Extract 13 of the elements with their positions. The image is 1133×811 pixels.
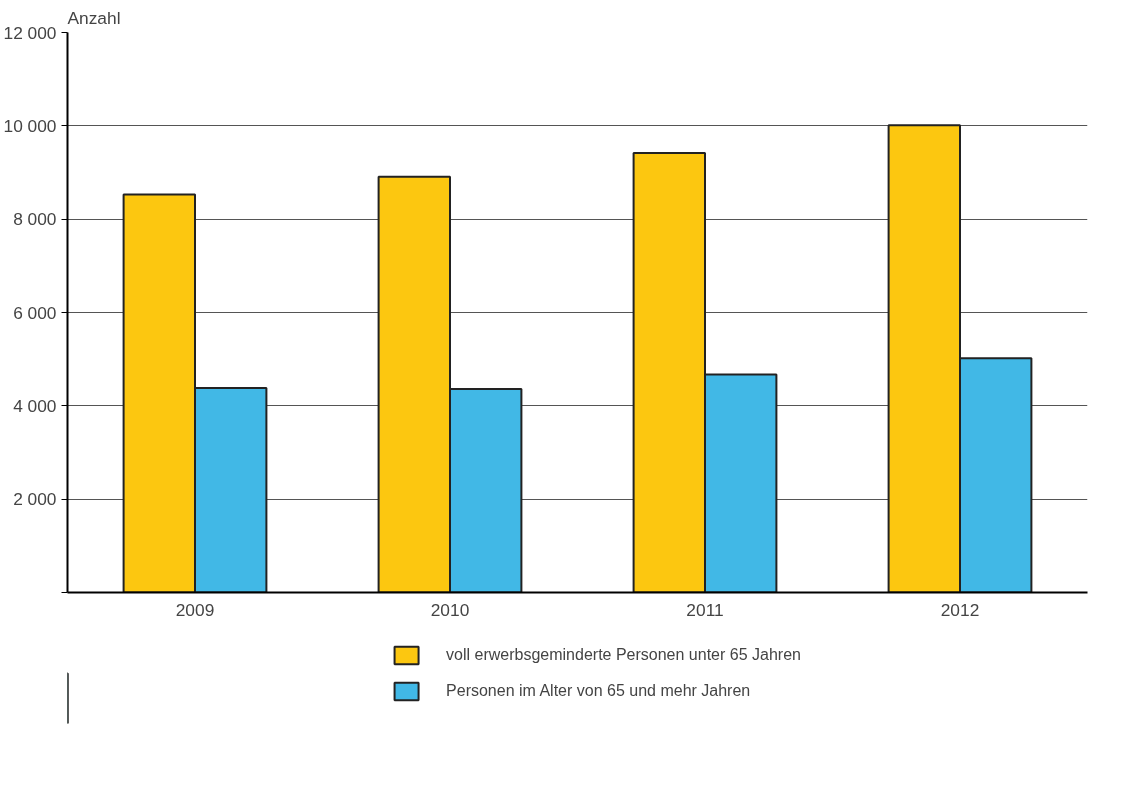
legend-label: voll erwerbsgeminderte Personen unter 65 Jahren [446, 646, 801, 664]
legend-label: Personen im Alter von 65 und mehr Jahren [446, 682, 751, 700]
x-tick-label: 2009 [175, 599, 215, 620]
y-tick-label: 4 000 [13, 395, 57, 416]
y-tick-label: 6 000 [13, 302, 57, 323]
x-tick-label: 2010 [430, 599, 470, 620]
x-tick-label: 2011 [686, 599, 724, 620]
y-axis-title: Anzahl [67, 7, 121, 28]
y-tick-label: 2 000 [13, 489, 57, 510]
y-tick-label: 12 000 [3, 22, 57, 43]
x-tick-label: 2012 [940, 599, 980, 620]
y-tick-label: 10 000 [3, 115, 57, 136]
y-tick-label: 8 000 [13, 209, 57, 230]
